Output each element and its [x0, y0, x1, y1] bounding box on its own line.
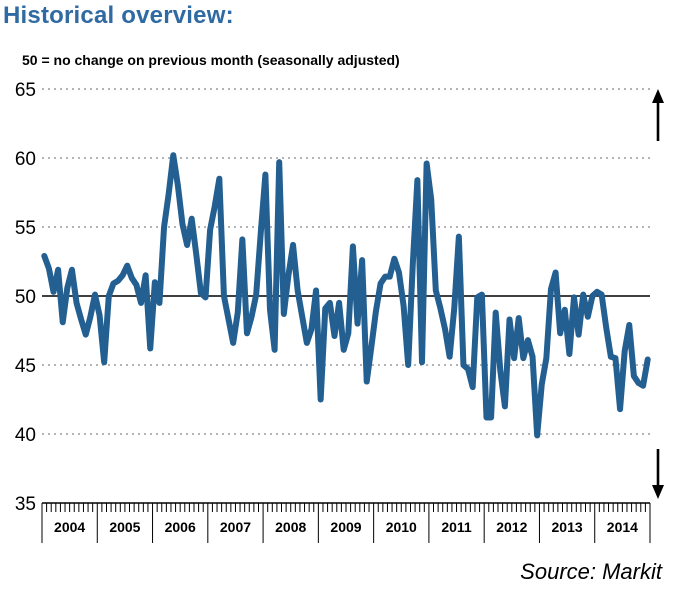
x-tick-label: 2005	[109, 519, 140, 535]
x-axis-tick-labels: 2004 2005 2006 2007 2008 2009 2010 2011 2012 2013…	[54, 519, 638, 535]
x-tick-label: 2012	[496, 519, 527, 535]
y-tick-label: 60	[15, 149, 36, 170]
x-tick-label: 2009	[330, 519, 361, 535]
chart-source: Source: Markit	[520, 559, 662, 584]
y-tick-label: 35	[15, 494, 36, 515]
y-tick-label: 50	[15, 287, 36, 308]
x-axis	[41, 502, 651, 543]
x-tick-label: 2007	[220, 519, 251, 535]
y-tick-label: 55	[15, 218, 36, 239]
chart-subtitle: 50 = no change on previous month (season…	[22, 52, 400, 68]
x-tick-label: 2011	[441, 519, 472, 535]
x-tick-label: 2006	[165, 519, 196, 535]
y-tick-label: 65	[15, 80, 36, 101]
arrow-down-icon	[652, 449, 664, 499]
arrow-up-icon	[652, 89, 664, 141]
gridlines	[42, 88, 650, 435]
chart-title: Historical overview:	[3, 2, 234, 29]
series-line	[41, 152, 651, 439]
x-tick-label: 2004	[54, 519, 85, 535]
x-tick-label: 2010	[386, 519, 417, 535]
y-axis-tick-labels: 35 40 45 50 55 60 65	[15, 80, 36, 515]
y-tick-label: 45	[15, 356, 36, 377]
y-tick-label: 40	[15, 425, 36, 446]
x-tick-label: 2008	[275, 519, 306, 535]
x-tick-label: 2013	[552, 519, 583, 535]
x-tick-label: 2014	[607, 519, 638, 535]
